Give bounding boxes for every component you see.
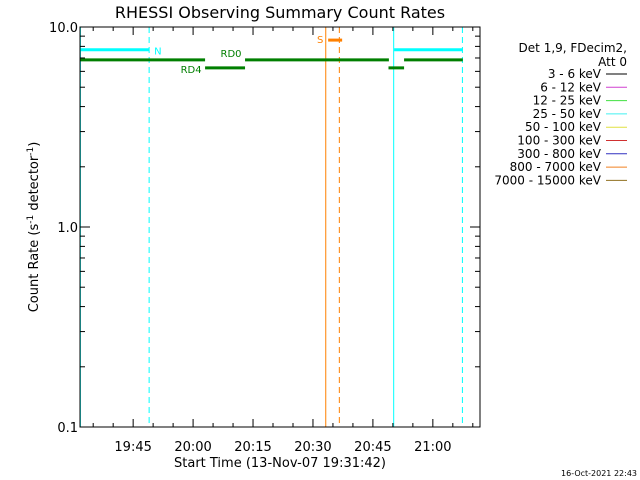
- y-axis: 0.1 1.0 10.0: [49, 21, 480, 436]
- x-axis: 19:45 20:00 20:15 20:30 20:45 21:00: [92, 27, 474, 455]
- y-axis-label-main: Count Rate (s: [27, 224, 42, 313]
- footer-date: 16-Oct-2021 22:43: [561, 469, 637, 478]
- flag-label-rd0: RD0: [221, 49, 242, 60]
- x-tick-label-1: 20:00: [174, 440, 211, 455]
- y-tick-label-0: 0.1: [57, 421, 78, 436]
- legend-label-2: 12 - 25 keV: [533, 94, 602, 108]
- y-axis-label-end: ): [27, 142, 42, 147]
- legend-label-6: 300 - 800 keV: [517, 147, 601, 161]
- legend-label-1: 6 - 12 keV: [540, 80, 602, 94]
- flag-label-s: S: [317, 35, 323, 46]
- flag-label-n: N: [154, 47, 161, 58]
- y-axis-label-mid: detector: [27, 155, 42, 215]
- legend-header-line2: Att 0: [598, 55, 627, 69]
- legend-label-4: 50 - 100 keV: [525, 120, 602, 134]
- x-axis-label: Start Time (13-Nov-07 19:31:42): [174, 456, 386, 471]
- legend-label-7: 800 - 7000 keV: [510, 160, 602, 174]
- x-tick-label-0: 19:45: [114, 440, 151, 455]
- y-axis-label: Count Rate (s-1 detector-1): [26, 142, 42, 313]
- legend-label-0: 3 - 6 keV: [548, 67, 602, 81]
- x-tick-label-5: 21:00: [414, 440, 451, 455]
- x-tick-label-3: 20:30: [294, 440, 331, 455]
- y-axis-label-sup1: -1: [26, 215, 36, 224]
- chart-title: RHESSI Observing Summary Count Rates: [115, 3, 445, 22]
- flag-label-rd4: RD4: [181, 65, 202, 76]
- y-tick-label-2: 10.0: [49, 21, 78, 36]
- legend-label-8: 7000 - 15000 keV: [494, 173, 601, 187]
- plot-area: N RD0 RD4 S: [79, 27, 463, 427]
- legend-label-3: 25 - 50 keV: [533, 107, 602, 121]
- x-tick-label-2: 20:15: [234, 440, 271, 455]
- y-tick-label-1: 1.0: [57, 221, 78, 236]
- y-axis-label-sup2: -1: [26, 147, 36, 156]
- legend-label-5: 100 - 300 keV: [517, 134, 601, 148]
- x-tick-label-4: 20:45: [354, 440, 391, 455]
- legend-header-line1: Det 1,9, FDecim‌2,: [519, 41, 627, 55]
